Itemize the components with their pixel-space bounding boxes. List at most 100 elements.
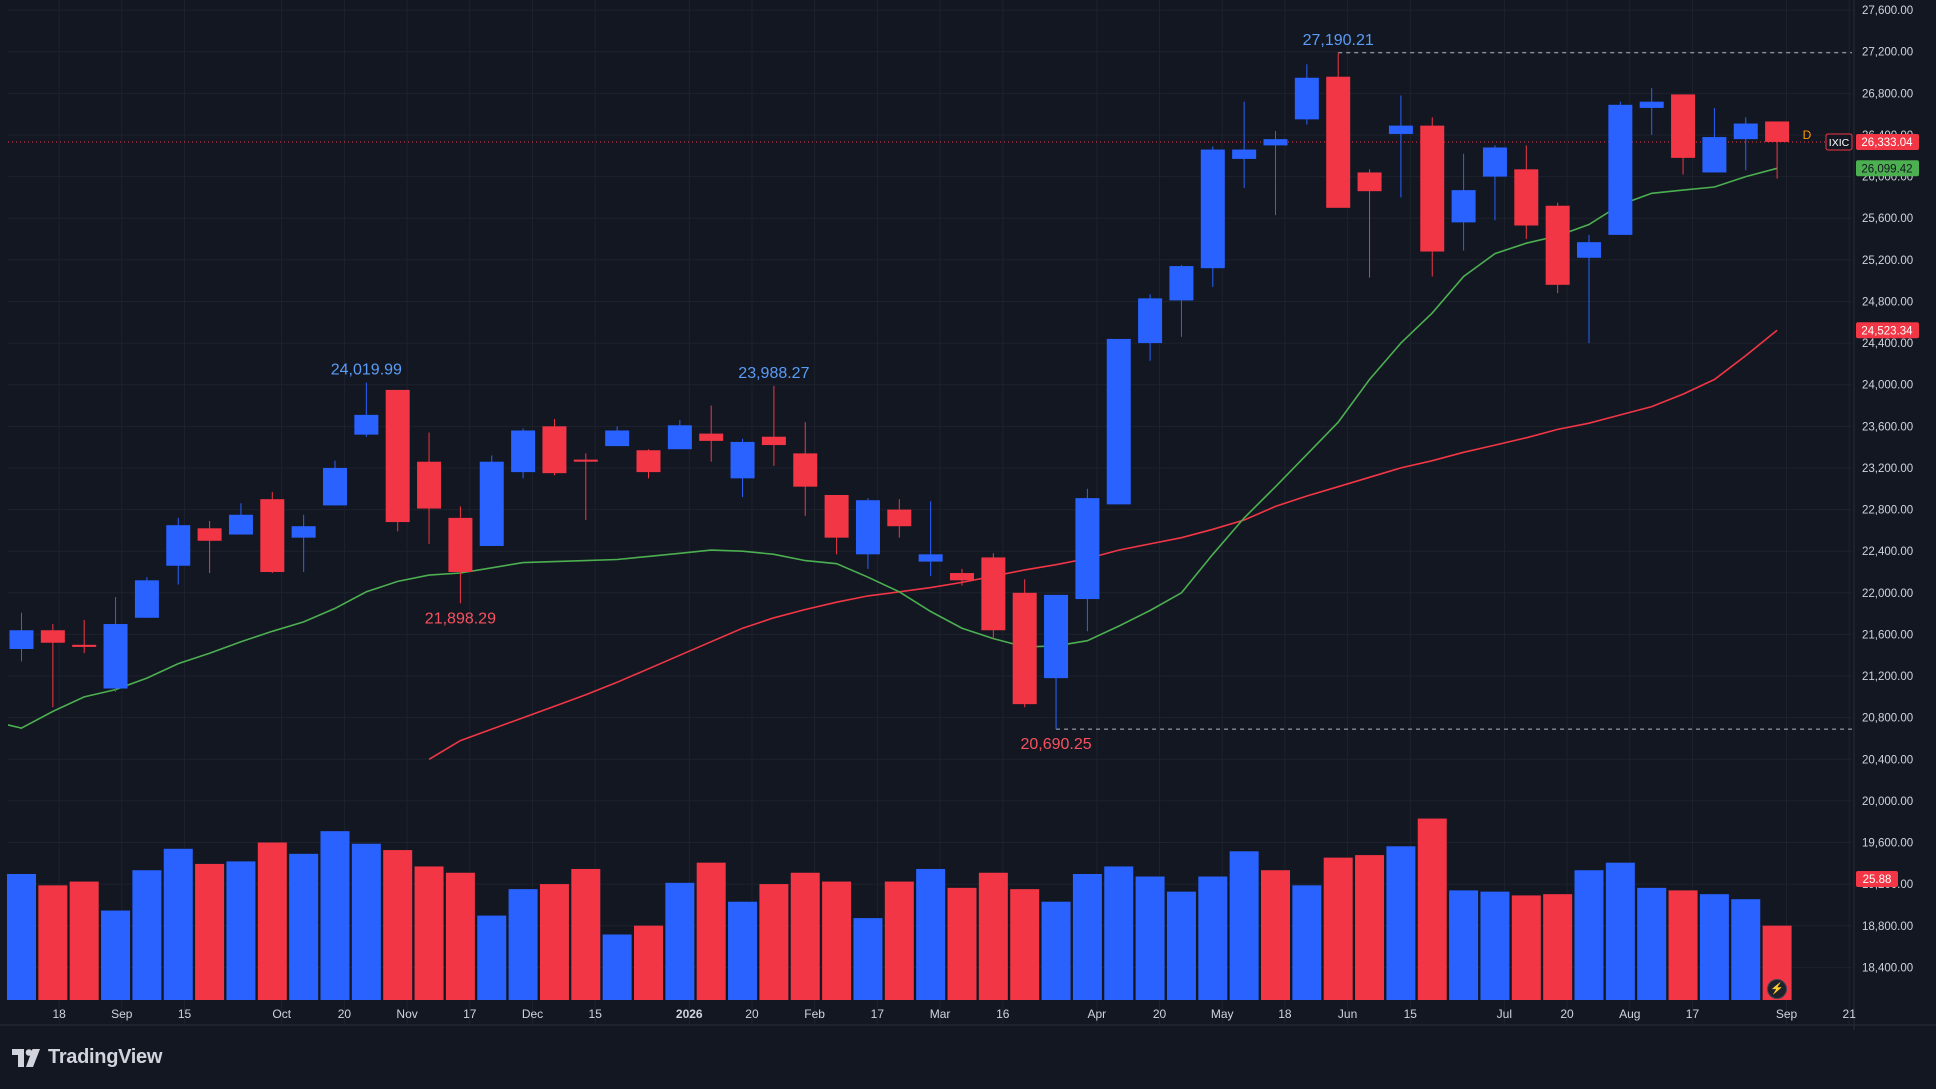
volume-bars <box>7 818 1792 1000</box>
candle-body <box>699 433 724 441</box>
volume-bar <box>759 884 789 1000</box>
ma-fast-tag-text: 26,099.42 <box>1861 163 1912 175</box>
volume-bar <box>1480 891 1510 1000</box>
volume-bar <box>916 868 946 1000</box>
volume-tag-text: 25.88 <box>1863 874 1892 886</box>
y-tick-label: 20,800.00 <box>1862 713 1913 725</box>
candle-body <box>636 450 661 473</box>
y-tick-label: 25,600.00 <box>1862 213 1913 225</box>
volume-bar <box>947 887 977 1000</box>
volume-bar <box>884 881 914 1000</box>
volume-bar <box>477 915 507 1000</box>
x-tick-label: 17 <box>463 1007 477 1021</box>
volume-bar <box>1574 870 1604 1000</box>
moving-averages <box>7 167 1778 760</box>
volume-bar <box>69 881 99 1000</box>
candle-body <box>950 573 974 581</box>
volume-tag <box>1856 871 1898 887</box>
symbol-tag <box>1825 133 1853 151</box>
volume-bar <box>289 853 319 1000</box>
price-tags: 26,333.04 26,099.42 24,523.34 25.88 IXIC D <box>1803 128 1919 887</box>
ma-fast-tag <box>1856 160 1919 177</box>
candle-body <box>887 509 912 527</box>
y-tick-label: 18,800.00 <box>1862 921 1913 933</box>
volume-bar <box>38 885 68 1000</box>
x-tick-label: 21 <box>1843 1007 1857 1021</box>
hilo-label: 27,190.21 <box>1303 32 1374 49</box>
candle-body <box>1357 172 1382 192</box>
lightning-icon[interactable]: ⚡ <box>1767 979 1787 999</box>
candle-body <box>542 426 567 474</box>
x-tick-label: Apr <box>1087 1007 1106 1021</box>
y-tick-label: 25,200.00 <box>1862 255 1913 267</box>
y-tick-label: 23,600.00 <box>1862 421 1913 433</box>
volume-bar <box>1699 894 1729 1000</box>
candle-body <box>323 467 347 506</box>
volume-bar <box>1605 862 1635 1000</box>
volume-bar <box>1386 846 1416 1000</box>
volume-bar <box>1323 857 1353 1000</box>
candle-body <box>918 554 943 562</box>
candle-body <box>228 514 253 535</box>
candle-body <box>1106 338 1131 505</box>
y-tick-label: 22,000.00 <box>1862 588 1913 600</box>
candle-body <box>291 526 316 538</box>
hilo-label: 21,898.29 <box>425 610 496 627</box>
x-tick-label: Mar <box>930 1007 951 1021</box>
candle-body <box>479 461 504 546</box>
interval-badge: D <box>1803 128 1812 142</box>
candle-body <box>793 453 818 487</box>
volume-bar <box>1637 887 1667 1000</box>
x-tick-label: Feb <box>804 1007 825 1021</box>
volume-bar <box>1104 866 1134 1000</box>
volume-bar <box>1198 876 1228 1000</box>
volume-bar <box>7 874 36 1000</box>
candle-body <box>40 630 65 643</box>
volume-bar <box>1731 899 1761 1000</box>
y-tick-label: 26,800.00 <box>1862 88 1913 100</box>
volume-bar <box>1543 894 1573 1000</box>
candle-body <box>134 580 159 618</box>
ma-slow-tag <box>1856 322 1919 339</box>
symbol-tag-text: IXIC <box>1829 137 1850 149</box>
candle-body <box>385 389 410 523</box>
volume-bar <box>351 843 381 1000</box>
candle-body <box>1388 125 1413 134</box>
x-tick-label: 17 <box>1686 1007 1700 1021</box>
candle-body <box>761 436 786 446</box>
x-tick-label: 20 <box>338 1007 352 1021</box>
hilo-label: 24,019.99 <box>331 362 402 379</box>
reference-lines <box>8 52 1852 730</box>
volume-bar <box>445 872 475 1000</box>
candle-body <box>448 517 473 572</box>
volume-bar <box>163 848 193 1000</box>
candle-body <box>1733 123 1758 140</box>
y-tick-label: 22,800.00 <box>1862 505 1913 517</box>
tradingview-logo[interactable]: TradingView <box>12 1046 162 1069</box>
logo-text: TradingView <box>48 1046 163 1068</box>
candle-body <box>1420 125 1445 252</box>
last-price-tag-text: 26,333.04 <box>1861 137 1913 149</box>
x-tick-label: 2026 <box>676 1007 703 1021</box>
candle-body <box>1200 149 1225 269</box>
candle-body <box>1765 121 1790 142</box>
y-tick-label: 21,600.00 <box>1862 629 1913 641</box>
candle-body <box>1138 298 1163 344</box>
volume-bar <box>978 872 1008 1000</box>
volume-bar <box>1261 870 1290 1000</box>
y-tick-label: 24,000.00 <box>1862 380 1913 392</box>
volume-bar <box>665 882 695 1000</box>
volume-bar <box>1511 895 1541 1000</box>
x-tick-label: May <box>1211 1007 1234 1021</box>
axes: 18,400.0018,800.0019,200.0019,600.0020,0… <box>52 5 1913 1021</box>
x-tick-label: 15 <box>1404 1007 1418 1021</box>
volume-bar <box>790 872 820 1000</box>
x-tick-label: 20 <box>745 1007 759 1021</box>
y-tick-label: 24,400.00 <box>1862 338 1913 350</box>
x-tick-label: Aug <box>1619 1007 1640 1021</box>
candle-body <box>1263 139 1288 146</box>
candle-body <box>103 624 128 689</box>
x-tick-label: Dec <box>522 1007 543 1021</box>
ma-fast-line <box>7 167 1778 730</box>
